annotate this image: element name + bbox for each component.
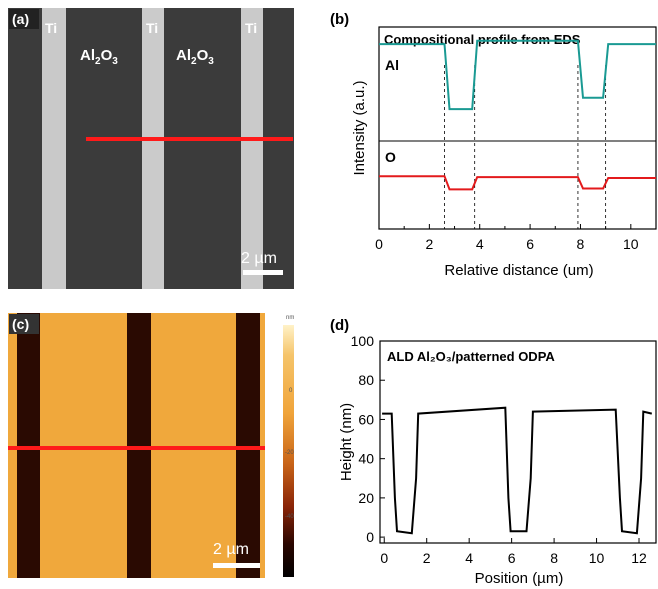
y-tick-label: 0 bbox=[366, 529, 374, 545]
panel-label: (d) bbox=[330, 317, 349, 334]
plot-frame bbox=[379, 340, 657, 544]
panel-c: (c) 2 µm nm 0 -20 -40 bbox=[8, 313, 294, 578]
series-lines bbox=[382, 406, 653, 535]
y-axis-label: Intensity (a.u.) bbox=[351, 80, 368, 175]
x-ticks: 0 2 4 6 8 10 12 bbox=[380, 538, 647, 566]
y-ticks: 0 20 40 60 80 100 bbox=[351, 333, 385, 545]
panel-label: (b) bbox=[330, 11, 349, 28]
x-ticks: 0 2 4 6 8 10 bbox=[375, 224, 657, 252]
afm-trench bbox=[17, 313, 40, 578]
x-tick-label: 4 bbox=[476, 236, 484, 252]
series-label-o: O bbox=[385, 149, 396, 165]
colorbar-tick: 0 bbox=[289, 388, 293, 394]
x-tick-label: 2 bbox=[423, 550, 431, 566]
x-tick-label: 6 bbox=[508, 550, 516, 566]
afm-trench bbox=[236, 313, 260, 578]
afm-trench bbox=[127, 313, 151, 578]
material-label: Ti bbox=[245, 20, 257, 36]
y-tick-label: 100 bbox=[351, 333, 375, 349]
x-tick-label: 10 bbox=[623, 236, 639, 252]
ti-stripe bbox=[42, 8, 66, 289]
colorbar-unit: nm bbox=[286, 315, 294, 321]
x-tick-label: 8 bbox=[577, 236, 585, 252]
material-label: Ti bbox=[146, 20, 158, 36]
scale-bar bbox=[243, 270, 283, 275]
series-lines bbox=[379, 39, 656, 191]
material-label: Al2O3 bbox=[176, 47, 214, 67]
scale-bar-label: 2 µm bbox=[213, 541, 249, 558]
x-tick-label: 10 bbox=[589, 550, 605, 566]
x-tick-label: 4 bbox=[465, 550, 473, 566]
height-profile-line bbox=[382, 406, 653, 535]
y-tick-label: 20 bbox=[358, 490, 374, 506]
colorbar-tick: -20 bbox=[285, 450, 294, 456]
x-axis-label: Position (µm) bbox=[475, 570, 564, 587]
colorbar-tick: -40 bbox=[285, 514, 294, 520]
colorbar bbox=[283, 325, 294, 577]
panel-label: (a) bbox=[12, 11, 29, 27]
x-tick-label: 0 bbox=[380, 550, 388, 566]
x-tick-label: 8 bbox=[550, 550, 558, 566]
series-label-al: Al bbox=[385, 57, 399, 73]
x-tick-label: 2 bbox=[425, 236, 433, 252]
x-tick-label: 6 bbox=[526, 236, 534, 252]
series-line-o bbox=[379, 175, 656, 191]
series-line-al bbox=[379, 39, 656, 111]
material-label: Al2O3 bbox=[80, 47, 118, 67]
x-tick-label: 12 bbox=[631, 550, 647, 566]
panel-b: (b) Compositional profile from EDS Al O … bbox=[330, 11, 657, 279]
y-tick-label: 40 bbox=[358, 451, 374, 467]
panel-a: (a) Ti Al2O3 Ti Al2O3 Ti 2 µm bbox=[8, 8, 294, 289]
panel-d: (d) ALD Al₂O₃/patterned ODPA 0 2 4 6 8 10 12 0… bbox=[330, 317, 657, 587]
panel-label: (c) bbox=[12, 316, 29, 332]
y-tick-label: 60 bbox=[358, 411, 374, 427]
x-tick-label: 0 bbox=[375, 236, 383, 252]
ti-stripe bbox=[241, 8, 263, 289]
ti-stripe bbox=[142, 8, 164, 289]
plot-frame bbox=[378, 26, 657, 230]
scale-bar-label: 2 µm bbox=[241, 250, 277, 267]
scale-bar bbox=[213, 563, 260, 568]
material-label: Ti bbox=[45, 20, 57, 36]
chart-title: ALD Al₂O₃/patterned ODPA bbox=[387, 349, 555, 364]
y-axis-label: Height (nm) bbox=[338, 403, 355, 481]
y-tick-label: 80 bbox=[358, 372, 374, 388]
x-axis-label: Relative distance (um) bbox=[444, 262, 593, 279]
